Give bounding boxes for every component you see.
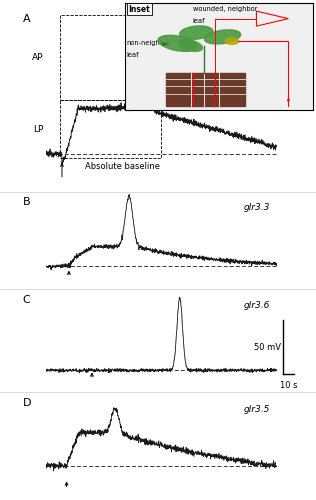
Text: Absolute baseline: Absolute baseline [85, 162, 160, 171]
Ellipse shape [180, 26, 213, 40]
Text: wounded, neighbor: wounded, neighbor [192, 6, 257, 12]
Text: leaf: leaf [192, 18, 205, 24]
Bar [60, 15, 161, 100]
Text: ✂: ✂ [161, 42, 167, 48]
Text: D: D [23, 398, 31, 407]
Text: LP: LP [33, 124, 44, 134]
Text: glr3.3: glr3.3 [243, 203, 270, 212]
Text: leaf: leaf [127, 52, 139, 58]
Text: 10 s: 10 s [280, 380, 297, 390]
Text: B: B [23, 197, 30, 207]
Text: glr3.5: glr3.5 [243, 404, 270, 413]
Bar [60, 100, 161, 158]
Ellipse shape [225, 38, 239, 44]
Text: non-neighbor: non-neighbor [127, 40, 172, 46]
Text: Inset: Inset [129, 4, 150, 14]
Ellipse shape [204, 30, 241, 44]
Ellipse shape [158, 36, 197, 52]
Text: A: A [23, 14, 30, 24]
Text: C: C [23, 294, 31, 304]
Text: glr3.6: glr3.6 [243, 301, 270, 310]
Bar [166, 74, 245, 106]
Text: 50 mV: 50 mV [254, 343, 281, 352]
Ellipse shape [179, 40, 203, 52]
Text: AP: AP [32, 53, 44, 62]
